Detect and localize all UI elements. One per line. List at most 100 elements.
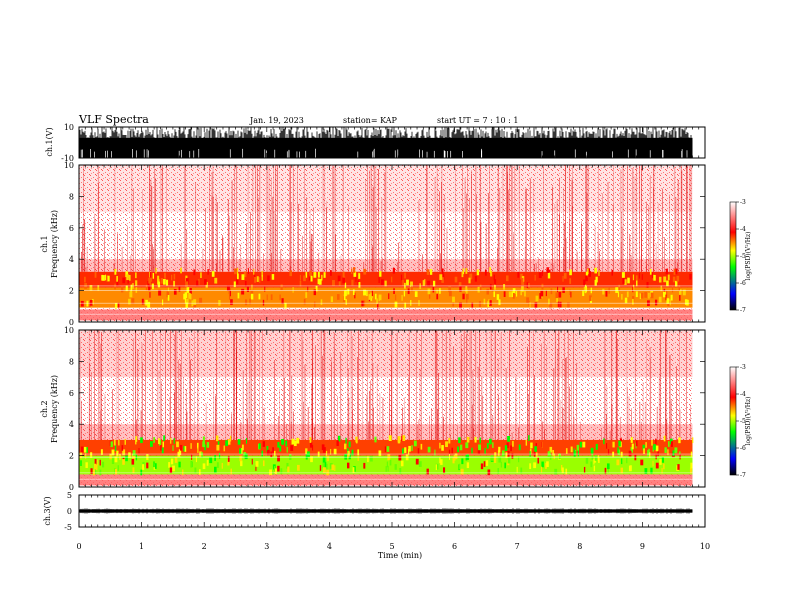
spectrogram-cell [448, 286, 452, 293]
spectrogram-cell [672, 276, 676, 283]
spectrogram-cell [670, 294, 673, 301]
spectrogram-cell [616, 459, 620, 466]
spectrogram-cell [395, 294, 397, 301]
time-tick-label: 1 [139, 542, 144, 551]
spectrogram-cell [352, 289, 355, 296]
spectrogram-cell [471, 447, 473, 454]
spectrogram-cell [529, 302, 531, 308]
spectrogram-cell [160, 277, 164, 284]
spectrogram-cell [454, 276, 458, 283]
spectrogram-cell [420, 443, 423, 450]
spectrogram-cell [243, 271, 247, 278]
spectrogram-cell [651, 272, 653, 279]
spectrogram-cell [305, 448, 308, 455]
time-tick-label: 10 [700, 542, 710, 551]
spectrogram-cell [655, 462, 659, 469]
spectrogram-cell [186, 287, 190, 293]
spectrogram-cell [583, 279, 586, 286]
spectrogram-cell [652, 445, 654, 452]
spectrogram-cell [498, 299, 501, 306]
spectrogram-cell [157, 275, 160, 282]
spectrogram-cell [653, 274, 656, 281]
spectrogram-cell [674, 447, 678, 454]
spectrogram-cell [619, 438, 622, 445]
spectrogram-cell [451, 447, 454, 454]
spectrogram-cell [357, 449, 360, 456]
spectrogram-cell [477, 286, 480, 293]
spectrogram-cell [663, 435, 666, 442]
spectrogram-cell [88, 301, 91, 308]
spectrogram-cell [250, 293, 254, 300]
spectrogram-cell [170, 458, 174, 465]
spectrogram-cell [662, 291, 666, 298]
spectrogram-cell [648, 448, 650, 455]
spectrogram-cell [274, 468, 277, 475]
spectrogram-cell [498, 456, 502, 463]
spectrogram-cell [386, 446, 390, 452]
spectrogram-cell [630, 447, 634, 453]
spectrogram-cell [227, 439, 231, 445]
spectrogram-cell [145, 284, 148, 291]
spectrogram-cell [343, 294, 346, 301]
ch2-label-line1: ch.2 [40, 400, 49, 417]
spectrogram-cell [540, 466, 543, 473]
ch2-colorbar-label: log(PSD)(V²/Hz) [745, 397, 752, 446]
spectrogram-cell [114, 283, 116, 290]
spectrogram-cell [426, 468, 429, 475]
spectrogram-cell [366, 290, 368, 297]
spectrogram-cell [642, 444, 645, 451]
spectrogram-cell [391, 276, 393, 283]
spectrogram-cell [489, 283, 492, 290]
time-axis-ticklabels: 0 1 2 3 4 5 6 7 8 9 10 [76, 542, 710, 551]
frequency-tick-label: 4 [69, 420, 74, 429]
spectrogram-cell [151, 283, 154, 290]
spectrogram-cell [479, 284, 482, 291]
frequency-tick-label: 4 [69, 255, 74, 264]
spectrogram-cell [317, 278, 320, 285]
spectrogram-cell [357, 280, 360, 287]
spectrogram-cell [196, 442, 199, 449]
spectrogram-cell [569, 289, 571, 296]
spectrogram-cell [607, 467, 609, 474]
spectrogram-cell [322, 462, 326, 469]
header-station: station= KAP [343, 116, 398, 125]
spectrogram-cell [342, 277, 346, 284]
spectrogram-cell [178, 285, 181, 292]
spectrogram-cell [317, 271, 320, 278]
spectrogram-cell [595, 443, 598, 450]
spectrogram-cell [665, 290, 668, 297]
spectrogram-cell [422, 280, 425, 286]
time-tick-label: 6 [452, 542, 457, 551]
spectrogram-cell [165, 279, 169, 286]
spectrogram-cell [150, 271, 152, 278]
spectrogram-cell [105, 274, 107, 281]
spectrogram-cell [491, 285, 494, 292]
spectrogram-cell [520, 289, 522, 296]
spectrogram-cell [264, 285, 266, 292]
spectrogram-cell [468, 277, 471, 284]
spectrogram-cell [94, 458, 97, 465]
spectrogram-cell [594, 279, 597, 286]
spectrogram-cell [534, 302, 538, 309]
spectrogram-cell [483, 298, 486, 305]
spectrogram-cell [319, 465, 322, 471]
spectrogram-cell [303, 298, 306, 305]
spectrogram-cell [323, 272, 326, 278]
spectrogram-cell [253, 268, 255, 275]
spectrogram-cell [645, 442, 647, 448]
spectrogram-cell [284, 302, 287, 309]
spectrogram-cell [337, 275, 341, 282]
spectrogram-cell [533, 462, 537, 469]
spectrogram-cell [190, 461, 193, 468]
spectrogram-cell [344, 453, 347, 460]
spectrogram-cell [305, 292, 308, 298]
spectrogram-cell [161, 447, 164, 454]
spectrogram-cell [172, 465, 175, 472]
spectrogram-cell [466, 436, 470, 443]
ch3-ytick-bottom: -5 [64, 523, 72, 532]
spectrogram-cell [585, 275, 588, 282]
spectrogram-cell [465, 442, 469, 449]
spectrogram-cell [512, 293, 515, 299]
spectrogram-cell [628, 450, 632, 457]
spectrogram-cell [541, 441, 543, 448]
